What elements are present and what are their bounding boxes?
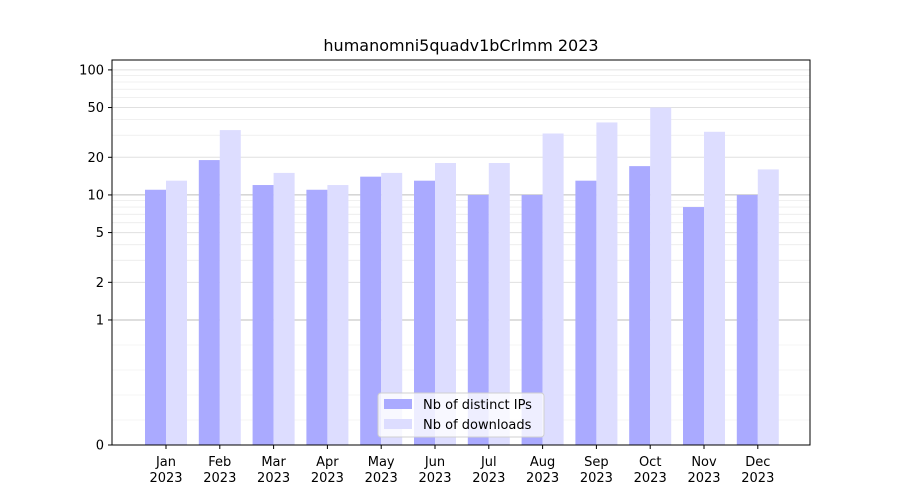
x-tick-label-month: Mar xyxy=(261,455,286,470)
x-tick-label-year: 2023 xyxy=(741,471,774,486)
x-tick-label-month: Apr xyxy=(316,455,339,470)
x-tick-label-month: Nov xyxy=(691,455,717,470)
legend-swatch xyxy=(384,419,412,429)
bar-distinct-ips xyxy=(252,185,274,445)
y-tick-label: 100 xyxy=(79,63,104,78)
bar-distinct-ips xyxy=(575,180,597,445)
x-tick-label-month: Aug xyxy=(530,455,555,470)
x-tick-label-month: Oct xyxy=(639,455,661,470)
x-axis: Jan2023Feb2023Mar2023Apr2023May2023Jun20… xyxy=(149,445,774,486)
bar-downloads xyxy=(381,172,403,445)
x-tick-label-year: 2023 xyxy=(311,471,344,486)
bar-downloads xyxy=(757,169,779,445)
y-tick-label: 1 xyxy=(96,313,104,328)
x-tick-label-month: Feb xyxy=(208,455,231,470)
legend-box xyxy=(377,392,545,438)
x-tick-label-year: 2023 xyxy=(634,471,667,486)
x-tick-label-year: 2023 xyxy=(472,471,505,486)
y-axis: 0 1 2 5 10 20 50 100 xyxy=(79,63,112,454)
bar-downloads xyxy=(542,133,564,445)
legend-label: Nb of distinct IPs xyxy=(423,398,532,413)
bar-downloads xyxy=(488,163,510,445)
bar-downloads xyxy=(650,107,672,446)
x-tick-label-year: 2023 xyxy=(149,471,182,486)
bar-downloads xyxy=(596,122,618,445)
x-tick-label-year: 2023 xyxy=(203,471,236,486)
x-tick-label-month: May xyxy=(368,455,395,470)
x-tick-label-year: 2023 xyxy=(257,471,290,486)
x-tick-label-month: Jun xyxy=(424,455,445,470)
bar-downloads xyxy=(166,180,187,445)
bar-distinct-ips xyxy=(467,194,489,445)
bar-downloads xyxy=(704,131,725,445)
bar-distinct-ips xyxy=(198,160,220,445)
bar-distinct-ips xyxy=(683,207,704,445)
x-tick-label-month: Jul xyxy=(480,455,497,470)
y-tick-label: 0 xyxy=(96,439,104,454)
bar-downloads xyxy=(273,172,295,445)
bar-distinct-ips xyxy=(414,180,435,445)
bar-downloads xyxy=(219,130,241,445)
x-tick-label-year: 2023 xyxy=(365,471,398,486)
bar-distinct-ips xyxy=(736,194,758,445)
bar-downloads xyxy=(435,163,456,445)
plot-frame xyxy=(111,59,811,446)
x-tick-label-year: 2023 xyxy=(526,471,559,486)
x-tick-label-month: Sep xyxy=(584,455,609,470)
legend-swatch xyxy=(384,399,412,409)
x-tick-label-month: Jan xyxy=(155,455,176,470)
x-tick-label-year: 2023 xyxy=(580,471,613,486)
y-tick-label: 50 xyxy=(87,101,104,116)
y-tick-label: 5 xyxy=(96,226,104,241)
x-tick-label-year: 2023 xyxy=(687,471,720,486)
y-tick-label: 20 xyxy=(87,151,104,166)
bar-distinct-ips xyxy=(306,189,328,445)
y-tick-label: 2 xyxy=(96,276,104,291)
chart-title: humanomni5quadv1bCrlmm 2023 xyxy=(323,36,598,55)
legend-label: Nb of downloads xyxy=(423,418,532,433)
x-tick-label-year: 2023 xyxy=(418,471,451,486)
bar-distinct-ips xyxy=(521,194,543,445)
bar-downloads xyxy=(327,185,349,445)
y-tick-label: 10 xyxy=(87,188,104,203)
x-tick-label-month: Dec xyxy=(745,455,770,470)
bar-distinct-ips xyxy=(360,176,382,445)
legend: Nb of distinct IPs Nb of downloads xyxy=(377,392,545,438)
bar-distinct-ips xyxy=(145,189,166,445)
bar-layer xyxy=(145,107,779,446)
bar-distinct-ips xyxy=(629,166,651,445)
